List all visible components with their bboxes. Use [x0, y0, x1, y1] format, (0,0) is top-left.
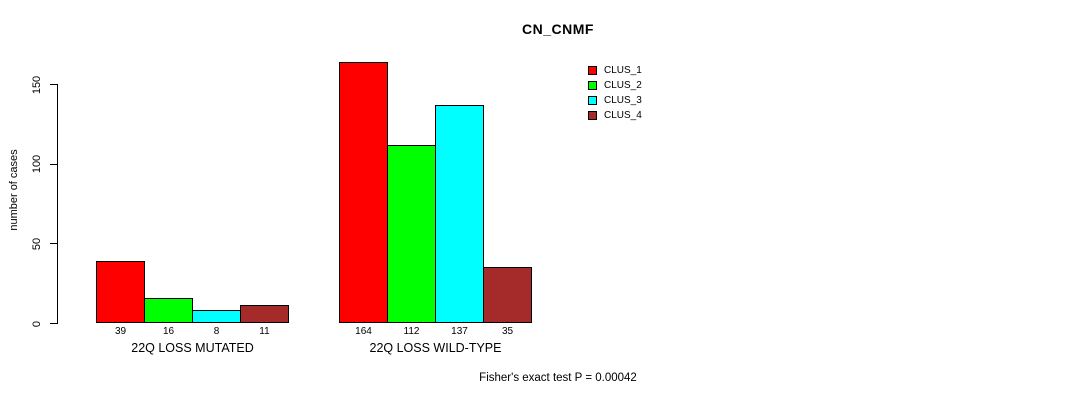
category-label: 22Q LOSS MUTATED	[131, 341, 254, 355]
y-tick-mark	[50, 84, 57, 86]
legend-label-clus_3: CLUS_3	[604, 95, 642, 106]
bar-clus_3-1	[192, 310, 241, 323]
legend-swatch-clus_2	[588, 81, 597, 90]
bar-clus_4-2	[483, 267, 532, 323]
legend-swatch-clus_4	[588, 111, 597, 120]
bar-clus_1-2	[339, 62, 388, 323]
legend-label-clus_2: CLUS_2	[604, 80, 642, 91]
bar-value-label: 8	[213, 326, 220, 337]
y-tick-mark	[50, 323, 57, 324]
bar-value-label: 11	[259, 326, 270, 337]
y-tick-mark	[50, 243, 57, 245]
bar-clus_2-2	[387, 145, 436, 323]
bar-clus_3-2	[435, 105, 484, 323]
y-tick-label: 100	[31, 155, 43, 174]
y-tick-mark	[50, 163, 57, 165]
bar-value-label: 112	[403, 326, 420, 337]
bar-value-label: 137	[451, 326, 468, 337]
y-axis-label: number of cases	[8, 149, 20, 231]
y-tick-label: 150	[31, 75, 43, 94]
bar-value-label: 16	[162, 326, 175, 337]
legend-label-clus_4: CLUS_4	[604, 110, 642, 121]
chart-title: CN_CNMF	[522, 21, 594, 37]
footnote-fisher-test: Fisher's exact test P = 0.00042	[479, 372, 637, 384]
legend-label-clus_1: CLUS_1	[604, 65, 642, 76]
bar-value-label: 39	[114, 326, 127, 337]
y-tick-label: 50	[31, 237, 43, 250]
bar-clus_1-1	[96, 261, 145, 323]
legend-swatch-clus_1	[588, 66, 597, 75]
bar-clus_4-1	[240, 305, 289, 323]
y-tick-label: 0	[31, 320, 43, 327]
category-label: 22Q LOSS WILD-TYPE	[369, 341, 502, 355]
legend-swatch-clus_3	[588, 96, 597, 105]
bar-value-label: 164	[355, 326, 372, 337]
y-axis-line	[57, 84, 58, 324]
bar-clus_2-1	[144, 298, 193, 323]
bar-value-label: 35	[501, 326, 514, 337]
